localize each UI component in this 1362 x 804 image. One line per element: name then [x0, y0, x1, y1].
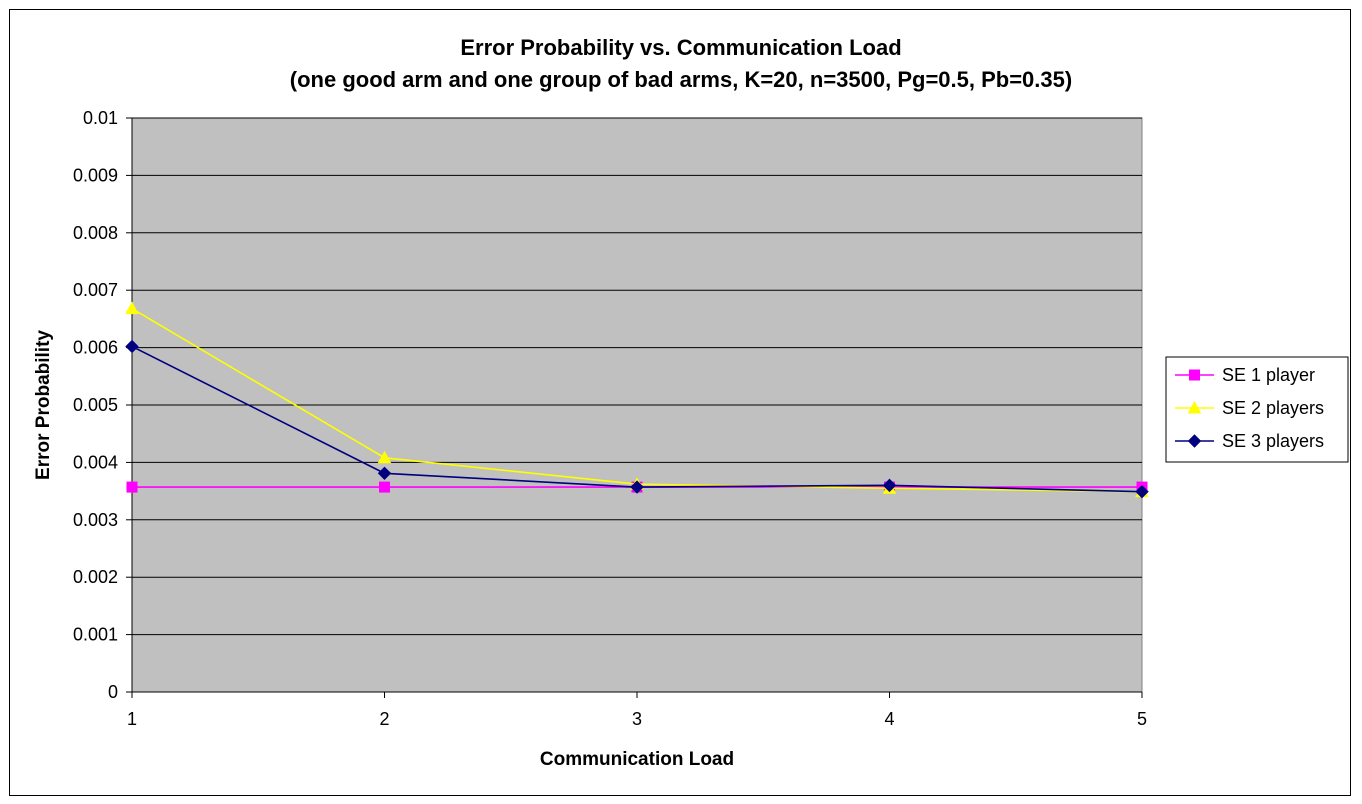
y-tick-label: 0.007: [73, 280, 118, 300]
series-layer: [125, 301, 1149, 499]
x-tick-label: 4: [884, 709, 894, 729]
y-axis-label: Error Probability: [33, 330, 54, 480]
data-point: [630, 480, 644, 494]
x-tick-label: 1: [127, 709, 137, 729]
legend-marker: [1187, 434, 1202, 448]
x-tick-label: 2: [379, 709, 389, 729]
legend-entry-se-3-players: SE 3 players: [1175, 431, 1324, 451]
y-tick-label: 0.006: [73, 338, 118, 358]
data-point: [1135, 484, 1149, 499]
y-tick-label: 0.004: [73, 452, 118, 472]
x-axis-ticks: 1 2 3 4 5: [127, 692, 1147, 729]
y-tick-label: 0.002: [73, 567, 118, 587]
y-tick-label: 0.009: [73, 165, 118, 185]
y-tick-label: 0: [108, 682, 118, 702]
data-point: [379, 481, 390, 493]
chart-subtitle: (one good arm and one group of bad arms,…: [290, 67, 1072, 92]
legend: SE 1 player SE 2 players SE 3 players: [1165, 356, 1349, 463]
x-tick-label: 5: [1137, 709, 1147, 729]
legend-marker: [1189, 369, 1200, 381]
legend-label: SE 3 players: [1222, 431, 1324, 451]
y-tick-label: 0.01: [83, 108, 118, 128]
x-tick-label: 3: [632, 709, 642, 729]
grid-lines: [132, 117, 1142, 636]
data-point: [125, 301, 139, 315]
legend-entry-se-1-player: SE 1 player: [1175, 365, 1315, 385]
data-point: [125, 339, 139, 354]
legend-entry-se-2-players: SE 2 players: [1175, 398, 1324, 418]
y-tick-label: 0.003: [73, 510, 118, 530]
y-tick-label: 0.001: [73, 625, 118, 645]
chart-title: Error Probability vs. Communication Load: [460, 35, 901, 60]
data-point: [126, 481, 138, 493]
x-axis-label: Communication Load: [540, 749, 734, 770]
data-point: [882, 478, 897, 493]
legend-marker: [1187, 400, 1202, 414]
series-se-3-players: [125, 339, 1149, 499]
y-tick-label: 0.005: [73, 395, 118, 415]
data-point: [377, 450, 392, 464]
legend-label: SE 2 players: [1222, 398, 1324, 418]
y-tick-label: 0.008: [73, 223, 118, 243]
y-axis-ticks: 0 0.001 0.002 0.003 0.004 0.005 0.006 0.007 0.00…: [73, 108, 132, 702]
data-point: [377, 466, 392, 481]
legend-label: SE 1 player: [1222, 365, 1315, 385]
